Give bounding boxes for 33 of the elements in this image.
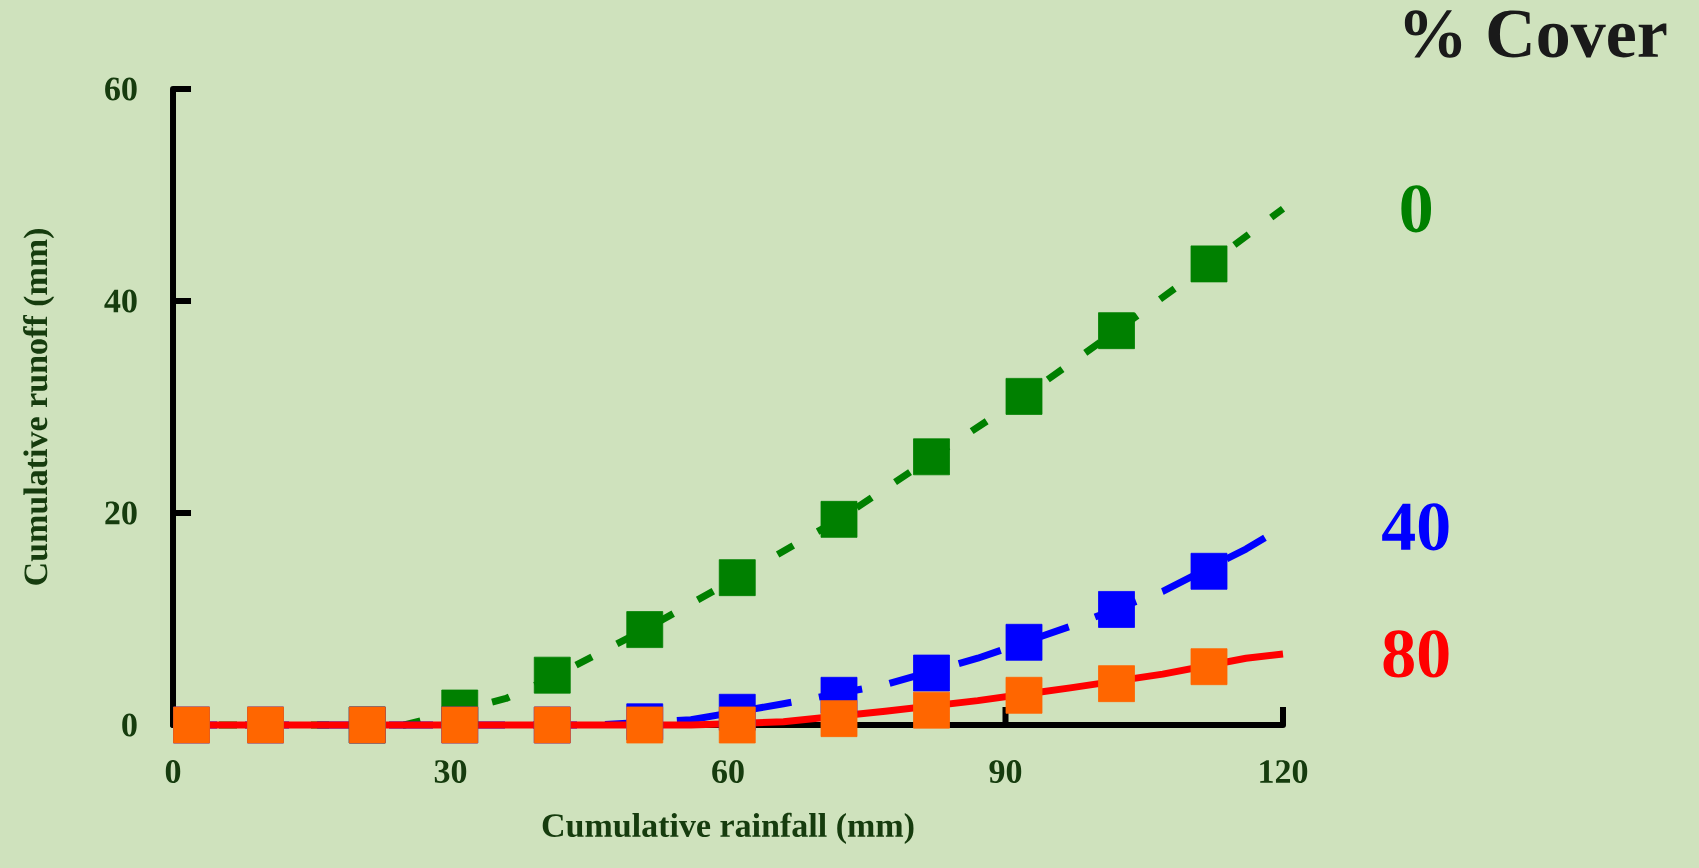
point [533,656,571,694]
x-tick-label: 30 [434,760,467,784]
x-tick-label: 120 [1260,760,1308,784]
y-tick-label: 0 [122,713,137,737]
y-tick-label: 60 [105,77,137,101]
point [820,700,858,738]
y-tick-label: 20 [105,501,137,525]
point [1190,245,1228,283]
x-tick-label: 90 [989,760,1022,784]
series-label: 0 [1401,185,1432,233]
series-label: 80 [1383,630,1449,678]
point [1005,377,1043,415]
point [913,654,950,692]
point [820,500,858,538]
point [718,559,756,597]
y-tick-label: 40 [104,289,137,313]
point [718,706,756,744]
x-axis-title: Cumulative rainfall (mm) [542,812,914,844]
x-tick-label: 0 [165,760,181,784]
x-tick-label: 60 [712,760,744,784]
point [1005,676,1043,714]
point [1098,665,1135,703]
point [626,611,664,648]
legend-title: % Cover [1404,10,1667,58]
y-axis-title: Cumulative runoff (mm) [23,229,55,585]
series-label: 40 [1382,503,1449,551]
point [913,691,950,729]
point [1098,312,1135,350]
point [1190,648,1228,686]
point [1190,552,1228,590]
point [1005,623,1043,661]
point [913,438,950,476]
point [1098,591,1135,628]
